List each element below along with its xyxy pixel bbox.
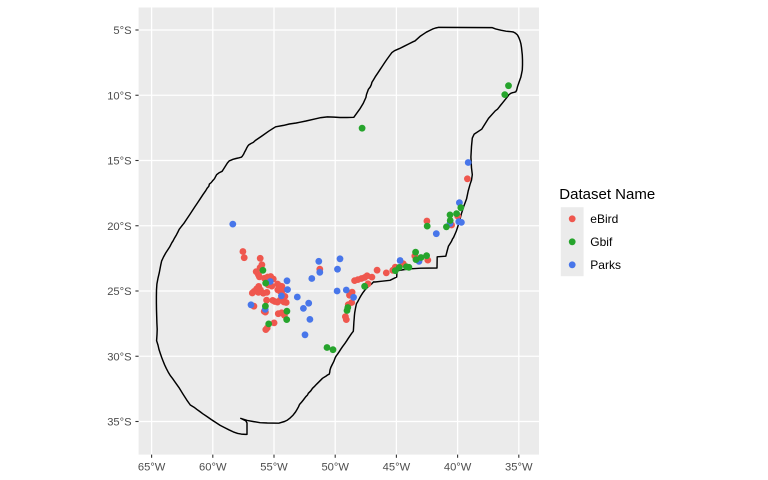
- svg-text:50°W: 50°W: [321, 461, 349, 473]
- svg-text:5°S: 5°S: [113, 25, 131, 37]
- svg-text:30°S: 30°S: [107, 351, 131, 363]
- svg-text:65°W: 65°W: [138, 461, 166, 473]
- svg-text:15°S: 15°S: [107, 156, 131, 168]
- svg-text:10°S: 10°S: [107, 90, 131, 102]
- svg-text:eBird: eBird: [590, 212, 618, 226]
- svg-text:25°S: 25°S: [107, 286, 131, 298]
- svg-text:Dataset Name: Dataset Name: [559, 186, 655, 203]
- svg-text:45°W: 45°W: [383, 461, 411, 473]
- svg-text:60°W: 60°W: [199, 461, 227, 473]
- svg-text:35°S: 35°S: [107, 417, 131, 429]
- svg-text:35°W: 35°W: [505, 461, 533, 473]
- svg-text:55°W: 55°W: [260, 461, 288, 473]
- svg-text:20°S: 20°S: [107, 221, 131, 233]
- svg-text:Gbif: Gbif: [590, 235, 613, 249]
- svg-text:Parks: Parks: [590, 258, 621, 272]
- svg-text:40°W: 40°W: [444, 461, 472, 473]
